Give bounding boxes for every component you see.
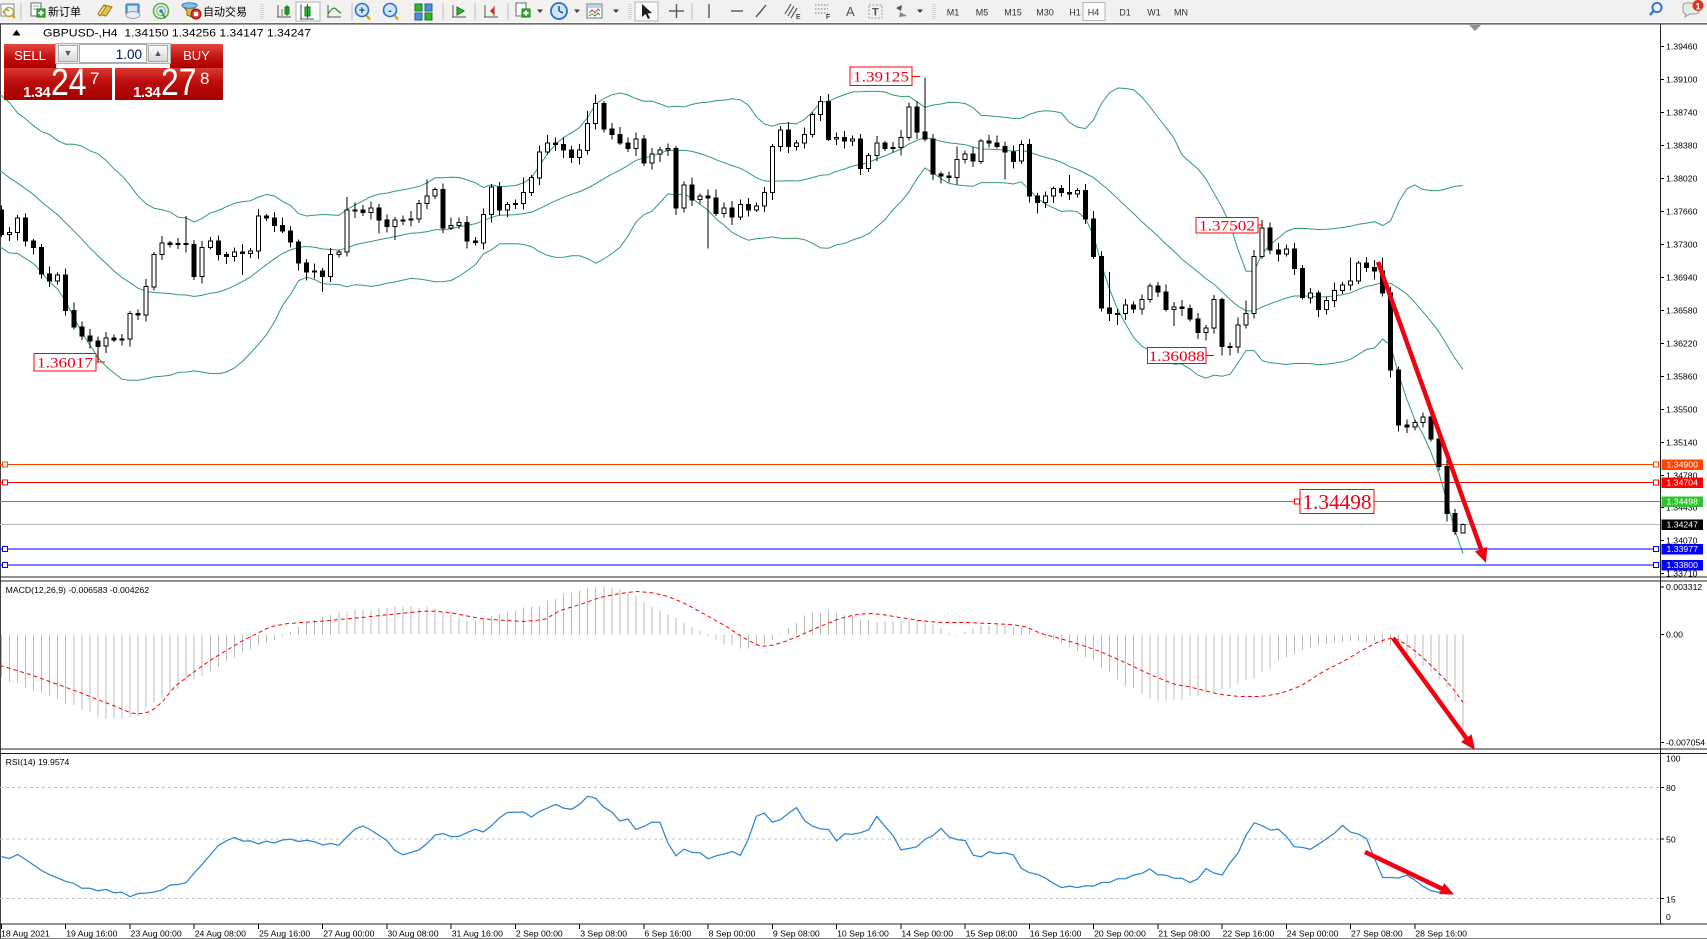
svg-text:1.34780: 1.34780 bbox=[1666, 471, 1698, 481]
svg-text:1.38380: 1.38380 bbox=[1666, 141, 1698, 151]
svg-text:1.34900: 1.34900 bbox=[1667, 460, 1699, 470]
svg-text:W1: W1 bbox=[1147, 8, 1161, 18]
svg-text:27 Sep 08:00: 27 Sep 08:00 bbox=[1351, 928, 1403, 938]
svg-text:H4: H4 bbox=[1088, 8, 1100, 18]
svg-text:T: T bbox=[872, 7, 879, 19]
svg-text:D1: D1 bbox=[1119, 8, 1131, 18]
svg-text:21 Sep 08:00: 21 Sep 08:00 bbox=[1158, 928, 1210, 938]
svg-text:1.34070: 1.34070 bbox=[1666, 536, 1698, 546]
svg-text:M15: M15 bbox=[1004, 8, 1022, 18]
svg-text:1.35500: 1.35500 bbox=[1666, 405, 1698, 415]
svg-text:1.36017: 1.36017 bbox=[37, 356, 94, 372]
svg-text:2 Sep 00:00: 2 Sep 00:00 bbox=[516, 928, 563, 938]
svg-text:M1: M1 bbox=[947, 8, 960, 18]
svg-text:24 Sep 00:00: 24 Sep 00:00 bbox=[1287, 928, 1339, 938]
svg-text:1.36940: 1.36940 bbox=[1666, 273, 1698, 283]
svg-text:1.37300: 1.37300 bbox=[1666, 240, 1698, 250]
svg-text:50: 50 bbox=[1666, 835, 1676, 845]
svg-text:25 Aug 16:00: 25 Aug 16:00 bbox=[259, 928, 310, 938]
svg-text:16 Sep 16:00: 16 Sep 16:00 bbox=[1030, 928, 1082, 938]
svg-text:0.003312: 0.003312 bbox=[1666, 582, 1702, 592]
svg-text:1.33977: 1.33977 bbox=[1667, 544, 1699, 554]
svg-text:14 Sep 00:00: 14 Sep 00:00 bbox=[901, 928, 953, 938]
svg-text:1.36220: 1.36220 bbox=[1666, 339, 1698, 349]
svg-text:E: E bbox=[796, 14, 801, 21]
svg-text:1.35140: 1.35140 bbox=[1666, 438, 1698, 448]
svg-text:GBPUSD-,H4 1.34150 1.34256 1.: GBPUSD-,H4 1.34150 1.34256 1.34147 1.342… bbox=[43, 28, 311, 40]
svg-text:1.34498: 1.34498 bbox=[1667, 496, 1699, 506]
svg-text:-: - bbox=[388, 5, 392, 17]
svg-text:28 Sep 16:00: 28 Sep 16:00 bbox=[1415, 928, 1467, 938]
svg-text:1.37502: 1.37502 bbox=[1199, 219, 1255, 235]
svg-text:1.39100: 1.39100 bbox=[1666, 75, 1698, 85]
svg-text:新订单: 新订单 bbox=[48, 5, 81, 19]
svg-text:6 Sep 16:00: 6 Sep 16:00 bbox=[644, 928, 691, 938]
svg-text:MN: MN bbox=[1174, 8, 1188, 18]
svg-text:A: A bbox=[846, 4, 855, 19]
svg-text:1: 1 bbox=[1695, 2, 1700, 12]
svg-text:10 Sep 16:00: 10 Sep 16:00 bbox=[837, 928, 889, 938]
svg-text:1.36580: 1.36580 bbox=[1666, 306, 1698, 316]
svg-text:1.33800: 1.33800 bbox=[1667, 560, 1699, 570]
svg-text:1.37660: 1.37660 bbox=[1666, 207, 1698, 217]
svg-text:22 Sep 16:00: 22 Sep 16:00 bbox=[1223, 928, 1275, 938]
svg-text:自动交易: 自动交易 bbox=[203, 5, 247, 19]
svg-text:H1: H1 bbox=[1069, 8, 1081, 18]
svg-text:M5: M5 bbox=[976, 8, 989, 18]
svg-text:1.34704: 1.34704 bbox=[1667, 477, 1699, 487]
svg-text:9 Sep 08:00: 9 Sep 08:00 bbox=[773, 928, 820, 938]
svg-text:M30: M30 bbox=[1036, 8, 1054, 18]
svg-text:23 Aug 00:00: 23 Aug 00:00 bbox=[131, 928, 182, 938]
svg-text:100: 100 bbox=[1666, 754, 1681, 764]
svg-text:MACD(12,26,9) -0.006583 -0.004: MACD(12,26,9) -0.006583 -0.004262 bbox=[6, 585, 150, 595]
svg-text:1.34498: 1.34498 bbox=[1303, 490, 1372, 514]
svg-text:1.36088: 1.36088 bbox=[1149, 349, 1205, 365]
svg-text:-0.007054: -0.007054 bbox=[1666, 738, 1705, 748]
svg-text:27 Aug 00:00: 27 Aug 00:00 bbox=[323, 928, 374, 938]
svg-text:30 Aug 08:00: 30 Aug 08:00 bbox=[387, 928, 438, 938]
svg-text:1.39125: 1.39125 bbox=[853, 70, 909, 86]
svg-text:0.00: 0.00 bbox=[1666, 630, 1683, 640]
svg-text:19 Aug 16:00: 19 Aug 16:00 bbox=[66, 928, 117, 938]
svg-text:24 Aug 08:00: 24 Aug 08:00 bbox=[195, 928, 246, 938]
svg-text:80: 80 bbox=[1666, 783, 1676, 793]
svg-text:RSI(14) 19.9574: RSI(14) 19.9574 bbox=[6, 757, 70, 767]
svg-text:F: F bbox=[826, 14, 830, 21]
svg-text:15: 15 bbox=[1666, 895, 1676, 905]
svg-text:1.38020: 1.38020 bbox=[1666, 174, 1698, 184]
svg-text:1.39460: 1.39460 bbox=[1666, 42, 1698, 52]
svg-text:1.33710: 1.33710 bbox=[1666, 569, 1698, 579]
svg-text:1.34247: 1.34247 bbox=[1667, 519, 1699, 529]
svg-text:31 Aug 16:00: 31 Aug 16:00 bbox=[452, 928, 503, 938]
svg-text:8 Sep 00:00: 8 Sep 00:00 bbox=[709, 928, 756, 938]
svg-text:3 Sep 08:00: 3 Sep 08:00 bbox=[580, 928, 627, 938]
svg-text:18 Aug 2021: 18 Aug 2021 bbox=[1, 928, 50, 938]
svg-text:1.38740: 1.38740 bbox=[1666, 108, 1698, 118]
svg-text:1.34430: 1.34430 bbox=[1666, 503, 1698, 513]
svg-text:1.35860: 1.35860 bbox=[1666, 372, 1698, 382]
svg-text:0: 0 bbox=[1666, 912, 1671, 922]
svg-text:+: + bbox=[359, 5, 365, 17]
svg-text:20 Sep 00:00: 20 Sep 00:00 bbox=[1094, 928, 1146, 938]
svg-text:15 Sep 08:00: 15 Sep 08:00 bbox=[966, 928, 1018, 938]
